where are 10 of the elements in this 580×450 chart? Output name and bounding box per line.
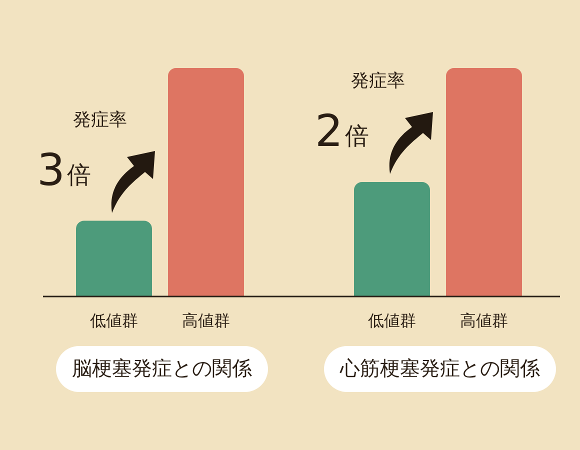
annotation: 2倍 (315, 106, 369, 157)
annotation: 3倍 (37, 144, 91, 196)
x-axis-title: 心筋梗塞発症との関係 (339, 356, 540, 380)
annotation: 発症率 (73, 109, 127, 130)
x-tick-label: 高値群 (460, 310, 508, 330)
x-tick-label: 低値群 (368, 310, 416, 330)
x-tick-label: 高値群 (182, 310, 230, 330)
annotation: 発症率 (351, 70, 405, 92)
x-tick-label: 低値群 (90, 310, 138, 330)
x-axis-title: 脳梗塞発症との関係 (72, 356, 252, 380)
